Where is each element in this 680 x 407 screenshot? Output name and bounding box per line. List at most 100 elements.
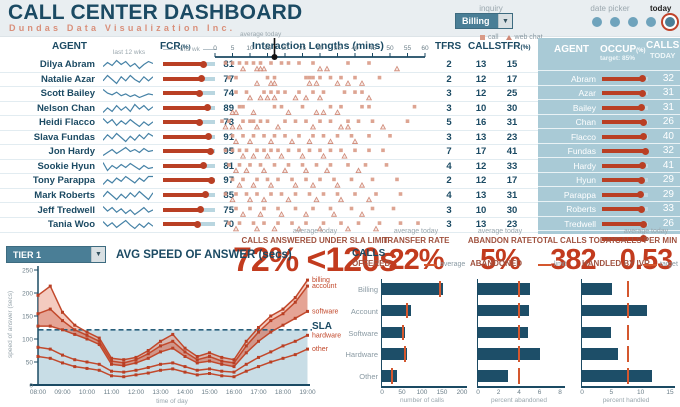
- webchat-legend-label: web chat: [514, 34, 543, 41]
- webchat-point: [232, 109, 240, 115]
- call-legend-icon: [480, 35, 485, 40]
- tfr-value: 30: [506, 102, 518, 114]
- svg-text:17:00: 17:00: [250, 389, 267, 396]
- call-point: [311, 75, 315, 80]
- call-point: [237, 148, 242, 153]
- webchat-point: [274, 123, 282, 130]
- calls-value: 12: [475, 88, 487, 100]
- call-point: [398, 221, 403, 225]
- fcr-value: 91: [223, 131, 234, 143]
- call-point: [276, 177, 280, 182]
- tfr-value: 31: [506, 189, 518, 201]
- kpi-label: CALLS PER MIN: [614, 236, 678, 245]
- kpi-label: CALLS ANSWERED UNDER SLA LIMIT: [241, 236, 389, 245]
- call-point: [269, 90, 273, 94]
- calls-today-value: 31: [662, 101, 674, 113]
- today-label: today: [650, 4, 672, 13]
- call-point: [300, 163, 305, 167]
- tfrs-value: 5: [446, 117, 452, 129]
- fcr-sparkline: [103, 132, 153, 143]
- webchat-point: [358, 211, 366, 217]
- interaction-lengths-scatter: 0 5 10 15 20 25 30 35 40 45 50 55 60: [213, 38, 429, 232]
- call-point: [244, 148, 249, 153]
- svg-text:billing: billing: [312, 277, 330, 284]
- webchat-point: [299, 152, 306, 159]
- call-point: [321, 221, 326, 225]
- inquiry-select[interactable]: Billing ▼: [455, 13, 513, 29]
- tfrs-value: 3: [446, 102, 452, 114]
- bar-handled_by_ivr: [582, 348, 618, 360]
- bar-abandoned: [478, 326, 529, 339]
- call-point: [269, 61, 273, 65]
- svg-text:250: 250: [22, 268, 33, 275]
- panel-row: Flacco 40: [538, 128, 680, 144]
- bar-handled_by_ivr: [582, 304, 647, 317]
- date-picker-dot-4[interactable]: [646, 17, 656, 27]
- webchat-point: [320, 152, 327, 159]
- webchat-point: [253, 123, 261, 130]
- call-point: [300, 104, 305, 109]
- agent-row: Jon Hardy 95 7 17 41: [0, 144, 538, 160]
- agent-name: Jon Hardy: [48, 146, 95, 158]
- tfr-value: 23: [506, 131, 518, 143]
- tier-dropdown-arrow-icon[interactable]: ▼: [91, 247, 105, 262]
- calls-offered-title-1: CALLS: [352, 248, 386, 259]
- fcr-value: 74: [223, 88, 234, 100]
- webchat-point: [281, 167, 289, 174]
- call-point: [251, 221, 256, 225]
- page-subtitle: Dundas Data Visualization Inc.: [9, 23, 236, 33]
- bar-handled_by_ivr: [582, 370, 653, 382]
- webchat-point: [236, 123, 243, 130]
- call-point: [328, 119, 333, 123]
- call-point: [349, 206, 354, 211]
- call-point: [237, 104, 242, 109]
- kpi-value: 0.53: [619, 244, 673, 276]
- call-legend-label: call: [488, 34, 499, 41]
- call-point: [293, 192, 298, 196]
- date-picker-dot-1[interactable]: [592, 17, 602, 27]
- agent-row: Mark Roberts 85 4 13 31: [0, 188, 538, 204]
- svg-text:100: 100: [22, 337, 33, 344]
- scatter-legend: call web chat: [480, 34, 543, 41]
- call-point: [304, 177, 308, 182]
- webchat-point: [337, 123, 345, 130]
- call-point: [321, 134, 326, 138]
- panel-header-occup: OCCUP(%) target: 85%: [600, 44, 646, 62]
- bar-abandoned: [478, 370, 508, 382]
- fcr-sparkline: [103, 190, 153, 201]
- call-point: [255, 148, 259, 153]
- kpi-value: 382: [550, 244, 596, 276]
- webchat-point: [264, 94, 271, 101]
- fcr-sparkline: [103, 59, 153, 70]
- date-picker-dot-today[interactable]: [665, 17, 675, 27]
- call-point: [342, 90, 347, 94]
- calls-value: 12: [475, 73, 487, 85]
- col-header-tfr: TFR(%): [501, 41, 531, 52]
- date-picker-dot-2[interactable]: [610, 17, 620, 27]
- inquiry-dropdown-arrow-icon[interactable]: ▼: [498, 14, 512, 28]
- date-picker-dot-3[interactable]: [628, 17, 638, 27]
- svg-text:SLA: SLA: [312, 321, 332, 332]
- call-point: [321, 90, 326, 94]
- fcr-sparkline: [103, 219, 153, 230]
- call-point: [377, 221, 382, 225]
- fcr-sparkline: [103, 205, 153, 215]
- svg-text:15: 15: [264, 45, 272, 52]
- panel-row: Parappa 29: [538, 186, 680, 202]
- webchat-point: [379, 123, 387, 130]
- fcr-bullet: [163, 89, 215, 97]
- tfr-value: 31: [506, 117, 518, 129]
- agent-row: Slava Fundas 91 3 13 23: [0, 130, 538, 146]
- tier-select[interactable]: TIER 1 ▼: [6, 246, 106, 263]
- agent-name: Tony Parappa: [32, 175, 95, 187]
- call-point: [328, 206, 333, 211]
- call-point: [237, 221, 242, 225]
- tfr-value: 17: [506, 73, 518, 85]
- y-axis-handled_by_ivr: [580, 279, 582, 386]
- calls-today-value: 32: [662, 72, 674, 84]
- call-point: [377, 75, 382, 80]
- call-point: [251, 119, 256, 123]
- inquiry-selected-value: Billing: [462, 16, 490, 26]
- webchat-point: [267, 138, 275, 144]
